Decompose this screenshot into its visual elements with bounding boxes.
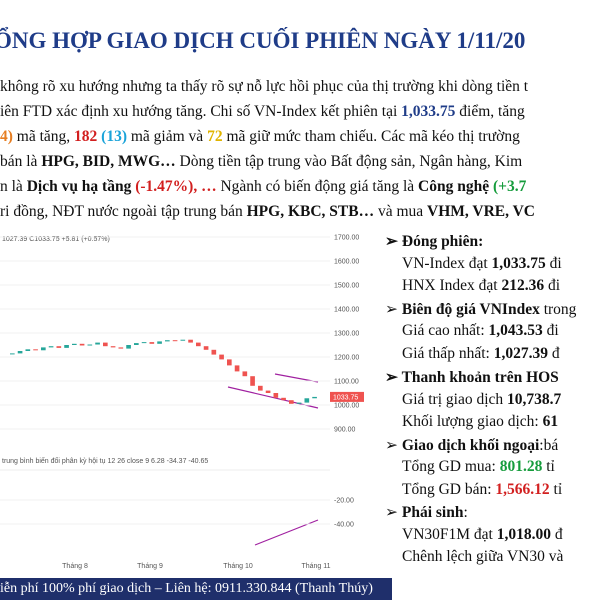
candle: [227, 359, 232, 366]
text-line: Tổng GD bán: 1,566.12 tỉ: [402, 481, 563, 498]
candle: [64, 345, 69, 348]
price-tag-label: 1033.75: [333, 394, 358, 401]
candle: [265, 390, 271, 393]
text-line: HNX Index đạt 212.36 đi: [402, 277, 560, 294]
candle: [126, 345, 131, 349]
y-tick-label: 900.00: [334, 427, 356, 434]
x-tick-label: Tháng 8: [62, 563, 88, 570]
candle: [87, 344, 93, 346]
candle: [134, 343, 139, 345]
candle: [211, 349, 217, 355]
y-tick-label: 1100.00: [334, 379, 359, 386]
y-tick-label: 1300.00: [334, 331, 359, 338]
bullet: ➢ Đóng phiên:: [385, 233, 484, 250]
candle: [149, 342, 155, 344]
candle: [141, 342, 147, 344]
text-line: Tổng GD mua: 801.28 tỉ: [402, 458, 555, 475]
macd-label: trung bình biến đổi phân kỳ hội tụ 12 26…: [2, 456, 208, 465]
bullet: ➢ Giao dịch khối ngoại:bá: [385, 437, 559, 454]
candle: [188, 339, 193, 343]
bullet: ➢ Phái sinh:: [385, 504, 468, 521]
text-line: ri đồng, NĐT nước ngoài tập trung bán HP…: [0, 203, 535, 220]
candle: [25, 349, 31, 351]
candle: [95, 342, 100, 345]
candle: [273, 393, 279, 398]
text-line: Giá cao nhất: 1,043.53 đi: [402, 322, 559, 339]
candle: [312, 396, 317, 399]
candle: [289, 400, 294, 404]
x-tick-label: Tháng 9: [137, 563, 163, 570]
candle: [48, 346, 54, 348]
text-line: Giá trị giao dịch 10,738.7: [402, 391, 562, 408]
candle: [250, 376, 255, 386]
x-tick-label: Tháng 11: [301, 563, 330, 570]
bullet: ➢ Biên độ giá VNIndex trong: [385, 301, 577, 318]
stock-chart: 1027.39 C1033.75 +5.81 (+0.57%) trung bì…: [0, 230, 366, 575]
candle: [172, 340, 178, 342]
y-tick-label: 1400.00: [334, 307, 359, 314]
text-line: Khối lượng giao dịch: 61: [402, 413, 559, 430]
title: ỔNG HỢP GIAO DỊCH CUỐI PHIÊN NGÀY 1/11/2…: [0, 28, 526, 53]
footer: iễn phí 100% phí giao dịch – Liên hệ: 09…: [0, 578, 392, 600]
y-tick-label: 1700.00: [334, 235, 359, 242]
candle: [157, 341, 162, 344]
candle: [180, 339, 186, 341]
candle: [118, 347, 124, 349]
text-line: VN30F1M đạt 1,018.00 đ: [402, 526, 563, 543]
candle: [219, 354, 224, 360]
text-line: VN-Index đạt 1,033.75 đi: [402, 255, 562, 272]
candle: [296, 402, 302, 404]
candle: [10, 353, 15, 355]
y-tick-label: 1500.00: [334, 283, 359, 290]
y-tick-label: 1000.00: [334, 403, 359, 410]
text-line: không rõ xu hướng nhưng ta thấy rõ sự nỗ…: [0, 78, 529, 95]
candle: [33, 349, 38, 351]
x-tick-label: Tháng 10: [223, 563, 253, 570]
candle: [242, 371, 248, 377]
bullet: ➢ Thanh khoản trên HOS: [385, 369, 559, 386]
chart-legend: 1027.39 C1033.75 +5.81 (+0.57%): [2, 236, 110, 243]
y-tick-label: -20.00: [334, 498, 354, 505]
text-line: n là Dịch vụ hạ tầng (-1.47%), … Ngành c…: [0, 178, 527, 195]
text-line: Chênh lệch giữa VN30 và: [402, 548, 564, 565]
candle: [203, 346, 209, 350]
price-tag: [330, 391, 364, 402]
candle: [79, 343, 85, 346]
candle: [72, 343, 77, 345]
y-tick-label: 1600.00: [334, 259, 359, 266]
candle: [41, 347, 46, 351]
text-line: Giá thấp nhất: 1,027.39 đ: [402, 345, 560, 362]
candle: [110, 346, 116, 348]
candle: [196, 342, 201, 347]
candle: [165, 340, 170, 342]
text-line: bán là HPG, BID, MWG… Dòng tiền tập trun…: [0, 153, 523, 170]
text-line: 4) mã tăng, 182 (13) mã giảm và 72 mã gi…: [0, 128, 520, 145]
y-tick-label: -40.00: [334, 522, 354, 529]
candle: [56, 346, 62, 348]
candle: [281, 397, 286, 401]
candle: [17, 351, 23, 354]
y-tick-label: 1200.00: [334, 355, 359, 362]
candle: [103, 342, 108, 347]
candle: [258, 385, 263, 391]
candle: [234, 365, 240, 372]
text-line: iên FTD xác định xu hướng tăng. Chi số V…: [0, 103, 525, 120]
candle: [304, 398, 310, 403]
